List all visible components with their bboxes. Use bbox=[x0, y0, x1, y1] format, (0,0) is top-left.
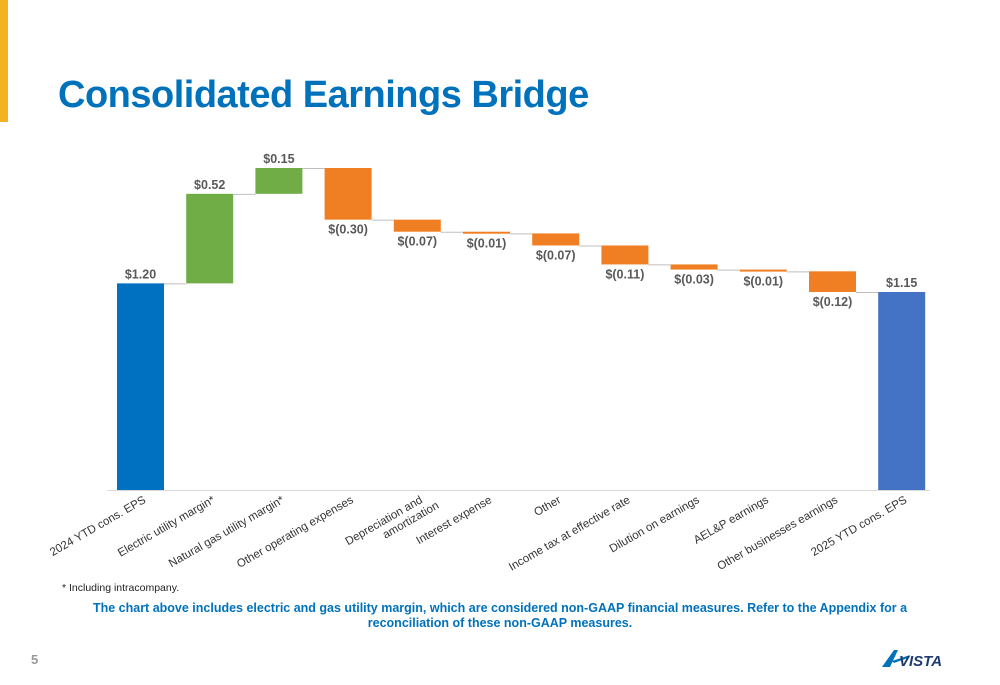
data-label-7: $(0.11) bbox=[605, 267, 644, 281]
bar-7 bbox=[601, 245, 649, 265]
data-label-8: $(0.03) bbox=[674, 273, 714, 287]
data-label-1: $0.52 bbox=[194, 178, 225, 192]
bar-3 bbox=[324, 168, 372, 220]
page-title: Consolidated Earnings Bridge bbox=[58, 74, 589, 116]
bar-11 bbox=[878, 291, 926, 490]
accent-bar bbox=[0, 0, 8, 122]
avista-logo: VISTA bbox=[882, 650, 942, 670]
category-label-7: Income tax at effective rate bbox=[507, 494, 632, 573]
category-label-4: Depreciation andamortization bbox=[343, 489, 441, 560]
data-label-6: $(0.07) bbox=[536, 248, 576, 262]
data-label-4: $(0.07) bbox=[397, 235, 437, 249]
svg-text:VISTA: VISTA bbox=[899, 653, 942, 670]
data-label-10: $(0.12) bbox=[813, 295, 853, 309]
data-label-11: $1.15 bbox=[886, 276, 917, 290]
bar-4 bbox=[393, 219, 441, 232]
data-label-0: $1.20 bbox=[125, 267, 156, 281]
data-label-9: $(0.01) bbox=[743, 275, 783, 289]
category-label-3: Other operating expenses bbox=[235, 494, 356, 571]
bar-0 bbox=[117, 283, 164, 490]
data-label-5: $(0.01) bbox=[467, 237, 507, 251]
page-number: 5 bbox=[31, 652, 39, 667]
bar-1 bbox=[186, 193, 234, 284]
footnote: * Including intracompany. bbox=[62, 582, 180, 594]
bar-2 bbox=[255, 168, 303, 194]
bar-9 bbox=[739, 269, 787, 272]
bar-10 bbox=[809, 271, 856, 292]
category-label-2: Natural gas utility margin* bbox=[167, 494, 287, 570]
data-label-2: $0.15 bbox=[263, 152, 294, 166]
category-label-10: Other businesses earnings bbox=[716, 494, 841, 573]
bar-5 bbox=[463, 231, 510, 234]
non-gaap-disclaimer: The chart above includes electric and ga… bbox=[92, 601, 908, 630]
data-label-3: $(0.30) bbox=[328, 223, 368, 237]
category-label-6: Other bbox=[532, 494, 563, 519]
bar-8 bbox=[670, 264, 718, 270]
bar-6 bbox=[532, 233, 580, 246]
category-label-5: Interest expense bbox=[414, 494, 494, 547]
